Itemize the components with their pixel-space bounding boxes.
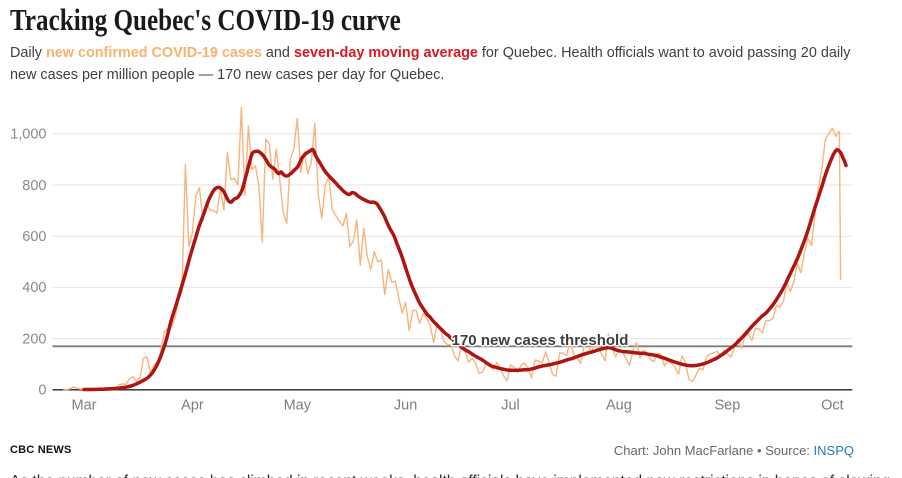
svg-text:400: 400	[22, 280, 46, 296]
svg-text:170 new cases threshold: 170 new cases threshold	[452, 332, 629, 349]
svg-text:Sep: Sep	[714, 398, 740, 414]
svg-text:600: 600	[22, 229, 46, 245]
svg-text:0: 0	[38, 383, 46, 399]
svg-text:Jul: Jul	[501, 398, 520, 414]
svg-text:Oct: Oct	[821, 398, 844, 414]
svg-text:Apr: Apr	[181, 398, 204, 414]
svg-text:May: May	[284, 398, 312, 414]
svg-text:Aug: Aug	[606, 398, 632, 414]
svg-text:800: 800	[22, 178, 46, 194]
svg-text:Mar: Mar	[72, 398, 97, 414]
svg-text:Jun: Jun	[394, 398, 417, 414]
svg-text:1,000: 1,000	[10, 127, 46, 143]
svg-text:200: 200	[22, 331, 46, 347]
